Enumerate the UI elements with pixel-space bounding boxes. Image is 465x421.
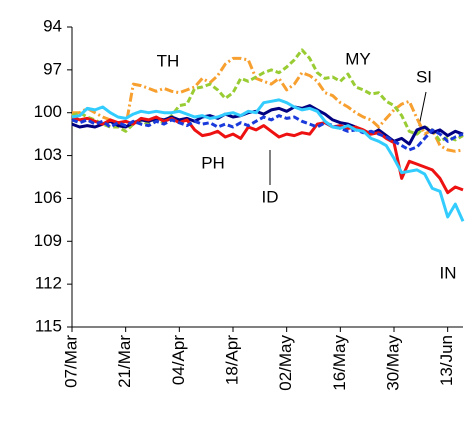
series-line [72, 56, 464, 153]
y-tick-label: 109 [34, 231, 62, 250]
y-tick-label: 112 [35, 274, 62, 293]
x-tick-label: 02/May [276, 335, 295, 391]
series-label: PH [201, 153, 225, 172]
x-tick-label: 16/May [330, 335, 349, 391]
x-tick-label: 21/Mar [115, 335, 134, 388]
y-tick-label: 100 [34, 102, 62, 121]
series-line [71, 104, 464, 146]
x-tick-label: 30/May [383, 335, 402, 391]
y-tick-label: 115 [35, 316, 62, 335]
x-tick-label: 04/Apr [169, 335, 188, 385]
x-tick-label: 07/Mar [61, 335, 80, 388]
y-tick-label: 97 [43, 59, 62, 78]
y-tick-label: 106 [34, 188, 62, 207]
x-tick-label: 13/Jun [437, 335, 456, 386]
series-label: IN [440, 263, 457, 282]
series-label: MY [345, 49, 371, 68]
series-label: TH [157, 51, 180, 70]
x-tick-label: 18/Apr [222, 335, 241, 385]
series-label: ID [262, 187, 279, 206]
series-line [71, 114, 464, 152]
y-tick-label: 103 [34, 145, 62, 164]
series-label: SI [416, 67, 432, 86]
leader-line [418, 91, 427, 127]
series-line [71, 98, 465, 222]
y-tick-label: 94 [43, 16, 62, 35]
